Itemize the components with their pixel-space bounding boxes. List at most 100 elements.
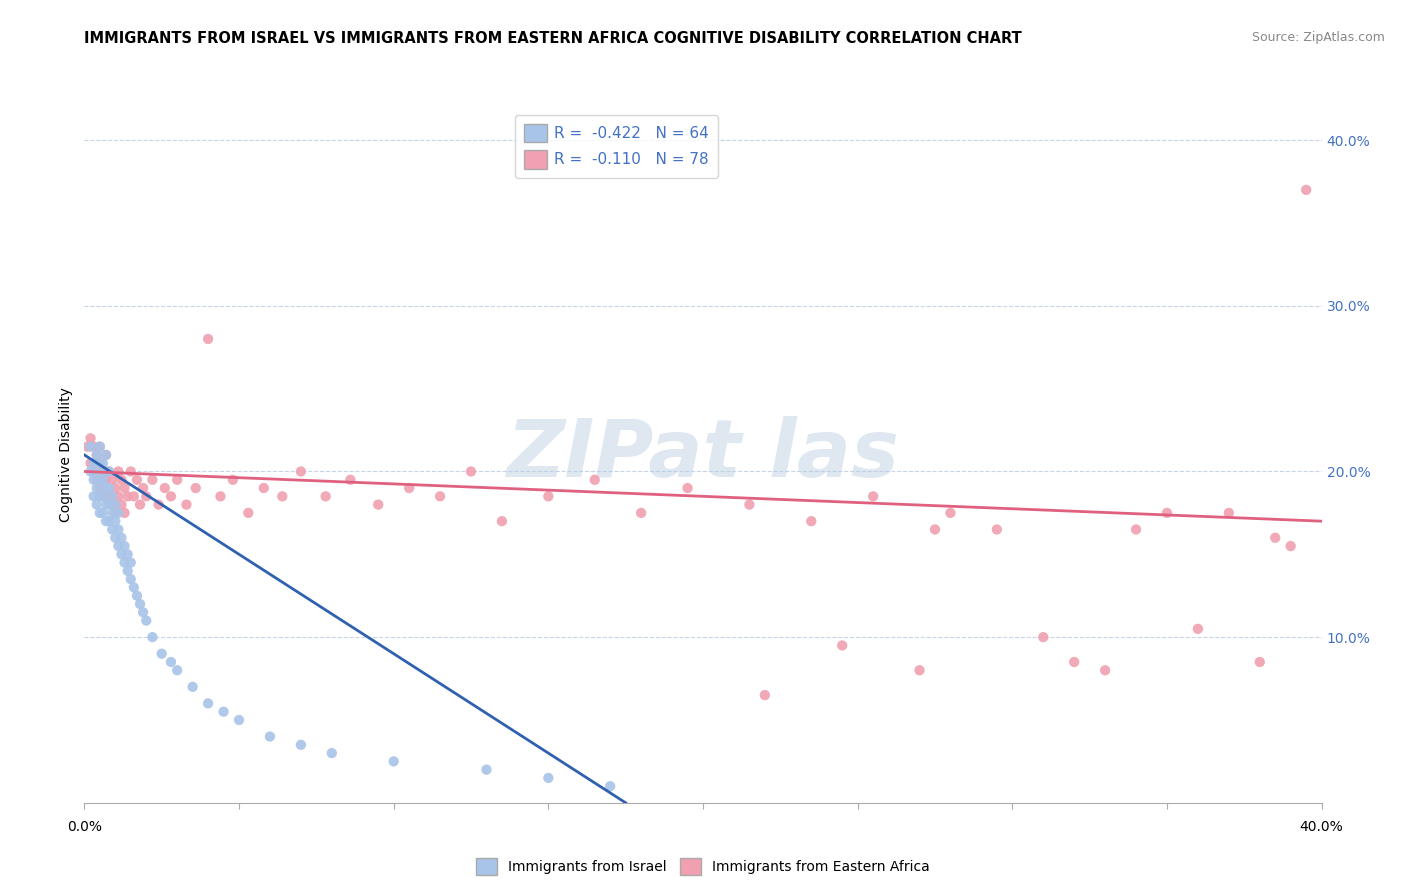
Point	[101, 489, 124, 503]
Point	[101, 498, 124, 512]
Point	[79, 440, 101, 454]
Point	[110, 547, 132, 561]
Point	[89, 473, 111, 487]
Point	[94, 465, 117, 479]
Point	[91, 489, 114, 503]
Point	[738, 498, 761, 512]
Point	[129, 498, 152, 512]
Point	[939, 506, 962, 520]
Point	[1218, 506, 1240, 520]
Point	[98, 465, 121, 479]
Point	[89, 440, 111, 454]
Point	[83, 489, 105, 503]
Point	[212, 705, 235, 719]
Point	[98, 489, 121, 503]
Point	[104, 498, 127, 512]
Point	[290, 465, 312, 479]
Point	[107, 489, 129, 503]
Point	[104, 506, 127, 520]
Point	[125, 589, 148, 603]
Point	[271, 489, 294, 503]
Point	[209, 489, 232, 503]
Point	[122, 581, 145, 595]
Point	[89, 456, 111, 470]
Point	[339, 473, 361, 487]
Point	[110, 473, 132, 487]
Point	[398, 481, 420, 495]
Point	[89, 489, 111, 503]
Point	[107, 539, 129, 553]
Point	[94, 448, 117, 462]
Point	[89, 440, 111, 454]
Point	[197, 332, 219, 346]
Point	[76, 440, 98, 454]
Point	[132, 605, 155, 619]
Point	[831, 639, 853, 653]
Point	[184, 481, 207, 495]
Point	[290, 738, 312, 752]
Point	[1063, 655, 1085, 669]
Point	[1032, 630, 1054, 644]
Point	[86, 448, 108, 462]
Point	[367, 498, 389, 512]
Point	[117, 489, 139, 503]
Point	[754, 688, 776, 702]
Point	[83, 473, 105, 487]
Point	[676, 481, 699, 495]
Point	[924, 523, 946, 537]
Text: Source: ZipAtlas.com: Source: ZipAtlas.com	[1251, 31, 1385, 45]
Point	[382, 755, 405, 769]
Point	[86, 473, 108, 487]
Point	[148, 498, 170, 512]
Point	[537, 489, 560, 503]
Point	[86, 481, 108, 495]
Point	[259, 730, 281, 744]
Point	[104, 531, 127, 545]
Point	[1156, 506, 1178, 520]
Point	[89, 456, 111, 470]
Point	[79, 456, 101, 470]
Point	[321, 746, 343, 760]
Point	[491, 514, 513, 528]
Point	[98, 514, 121, 528]
Point	[91, 456, 114, 470]
Point	[89, 481, 111, 495]
Legend: R =  -0.422   N = 64, R =  -0.110   N = 78: R = -0.422 N = 64, R = -0.110 N = 78	[515, 115, 718, 178]
Point	[222, 473, 245, 487]
Point	[429, 489, 451, 503]
Point	[94, 448, 117, 462]
Point	[908, 663, 931, 677]
Point	[150, 647, 173, 661]
Point	[94, 481, 117, 495]
Point	[800, 514, 823, 528]
Point	[86, 465, 108, 479]
Point	[460, 465, 482, 479]
Point	[98, 498, 121, 512]
Point	[583, 473, 606, 487]
Point	[98, 481, 121, 495]
Y-axis label: Cognitive Disability: Cognitive Disability	[59, 387, 73, 523]
Point	[86, 498, 108, 512]
Point	[91, 473, 114, 487]
Point	[94, 498, 117, 512]
Point	[166, 663, 188, 677]
Point	[1094, 663, 1116, 677]
Legend: Immigrants from Israel, Immigrants from Eastern Africa: Immigrants from Israel, Immigrants from …	[471, 853, 935, 880]
Point	[107, 506, 129, 520]
Point	[89, 506, 111, 520]
Point	[91, 489, 114, 503]
Point	[1295, 183, 1317, 197]
Point	[94, 473, 117, 487]
Point	[132, 481, 155, 495]
Point	[129, 597, 152, 611]
Point	[141, 630, 163, 644]
Point	[83, 440, 105, 454]
Point	[110, 531, 132, 545]
Point	[114, 481, 136, 495]
Point	[104, 514, 127, 528]
Point	[114, 506, 136, 520]
Point	[120, 465, 142, 479]
Point	[107, 465, 129, 479]
Point	[862, 489, 884, 503]
Text: 40.0%: 40.0%	[1299, 821, 1344, 834]
